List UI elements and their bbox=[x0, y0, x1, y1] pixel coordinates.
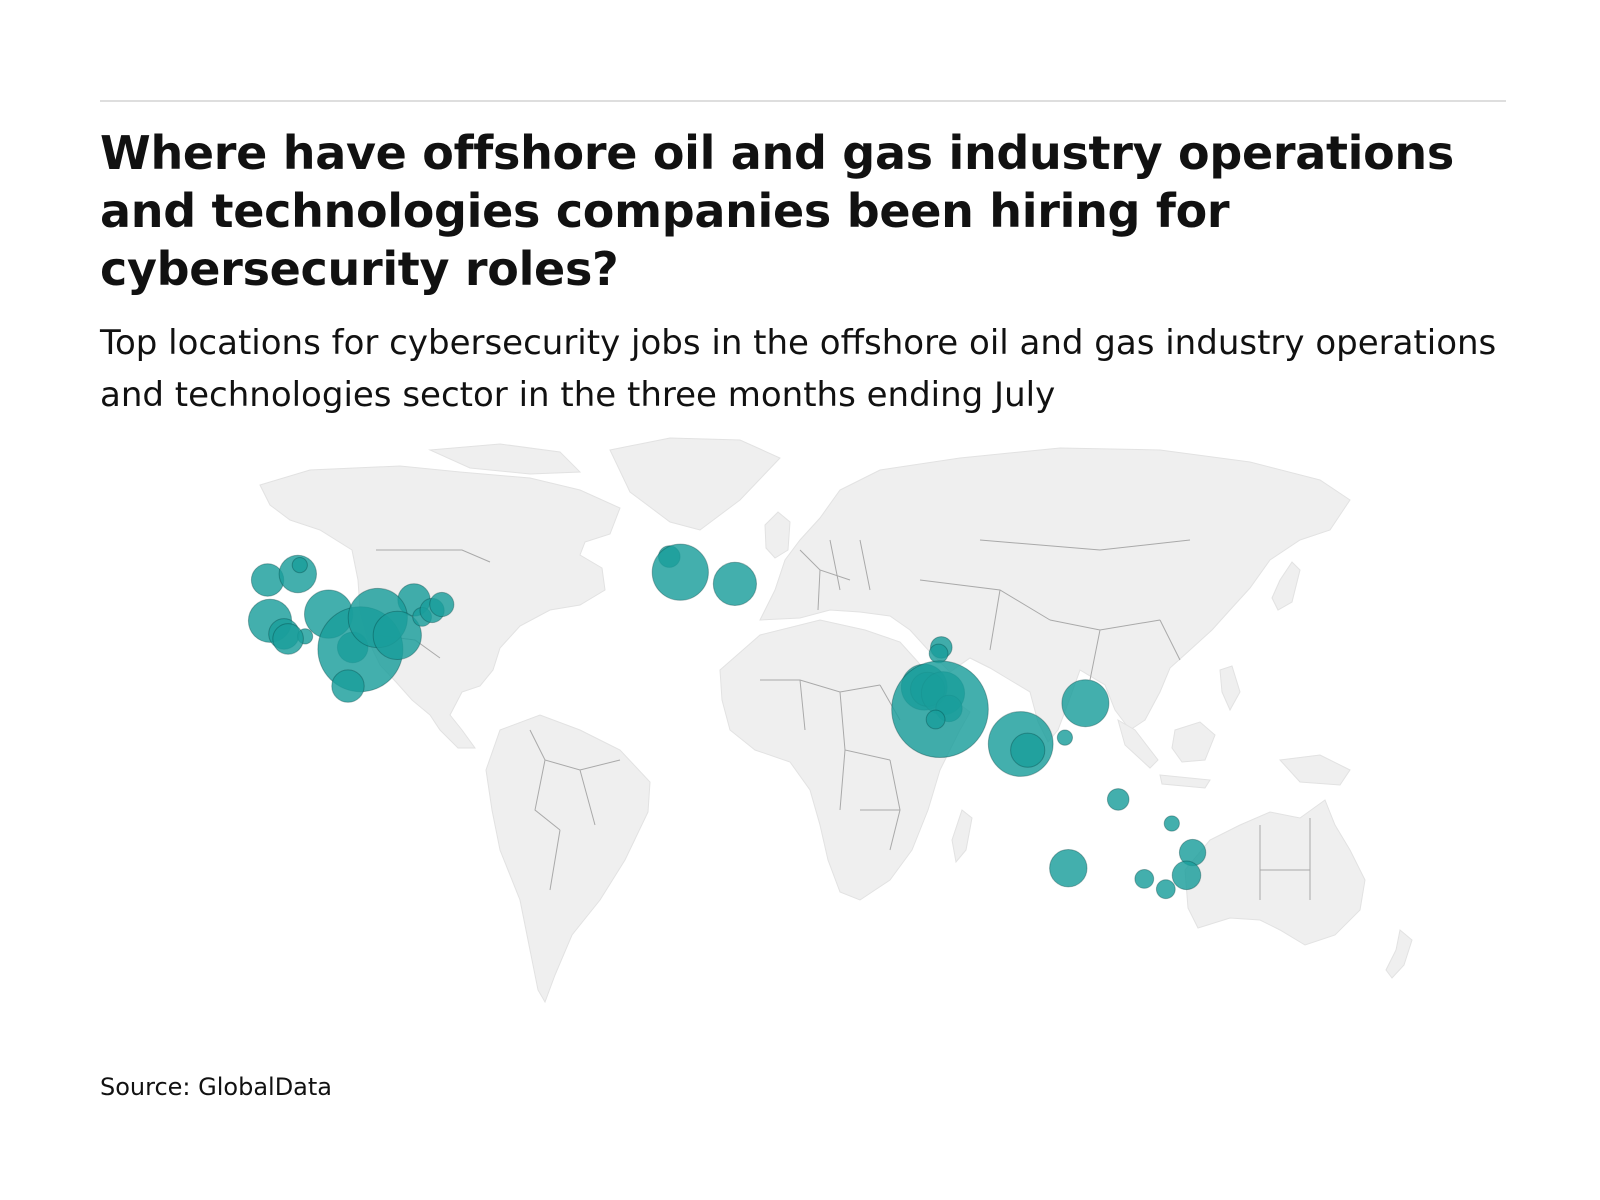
japan-landmass bbox=[1271, 561, 1301, 611]
australia-landmass bbox=[1184, 799, 1366, 946]
location-bubble bbox=[291, 557, 308, 574]
australia-borders bbox=[1259, 818, 1311, 900]
location-bubble bbox=[928, 643, 949, 664]
location-bubble bbox=[1163, 815, 1180, 832]
location-bubble bbox=[1056, 729, 1074, 746]
arctic-islands-landmass bbox=[428, 443, 582, 475]
europe-borders bbox=[799, 539, 871, 611]
land-layer bbox=[259, 437, 1413, 1004]
bubble-layer bbox=[247, 543, 1207, 900]
location-bubble bbox=[372, 610, 422, 660]
location-bubble bbox=[1171, 860, 1202, 891]
location-bubble bbox=[891, 660, 989, 759]
borneo-landmass bbox=[1171, 721, 1216, 763]
madagascar-landmass bbox=[951, 809, 973, 864]
new-zealand-landmass bbox=[1385, 929, 1413, 979]
us-canada-border bbox=[376, 549, 491, 563]
africa-borders bbox=[760, 679, 901, 851]
location-bubble bbox=[1106, 788, 1130, 811]
country-borders bbox=[374, 539, 1311, 900]
java-landmass bbox=[1159, 774, 1211, 789]
greenland-landmass bbox=[609, 437, 781, 531]
asia-borders bbox=[919, 539, 1191, 681]
south-america-landmass bbox=[485, 714, 651, 1004]
location-bubble bbox=[331, 669, 365, 703]
location-bubble bbox=[651, 543, 709, 601]
sumatra-landmass bbox=[1117, 718, 1159, 769]
new-guinea-landmass bbox=[1278, 754, 1351, 786]
location-bubble bbox=[1010, 732, 1046, 768]
south-america-borders bbox=[529, 729, 621, 891]
source-note: Source: GlobalData bbox=[100, 1073, 333, 1101]
location-bubble bbox=[429, 591, 455, 618]
philippines-landmass bbox=[1219, 665, 1241, 712]
chart-subtitle: Top locations for cybersecurity jobs in … bbox=[100, 323, 1497, 415]
location-bubble bbox=[1134, 869, 1155, 889]
location-bubble bbox=[925, 709, 946, 730]
world-bubble-map bbox=[247, 437, 1413, 1004]
location-bubble bbox=[1049, 849, 1088, 888]
top-rule bbox=[100, 100, 1506, 102]
location-bubble bbox=[272, 623, 304, 655]
location-bubble bbox=[1061, 679, 1110, 728]
location-bubble bbox=[712, 561, 758, 606]
location-bubble bbox=[1155, 879, 1176, 900]
location-bubble bbox=[250, 563, 285, 597]
chart-title: Where have offshore oil and gas industry… bbox=[100, 126, 1454, 296]
uk-landmass bbox=[764, 511, 791, 559]
